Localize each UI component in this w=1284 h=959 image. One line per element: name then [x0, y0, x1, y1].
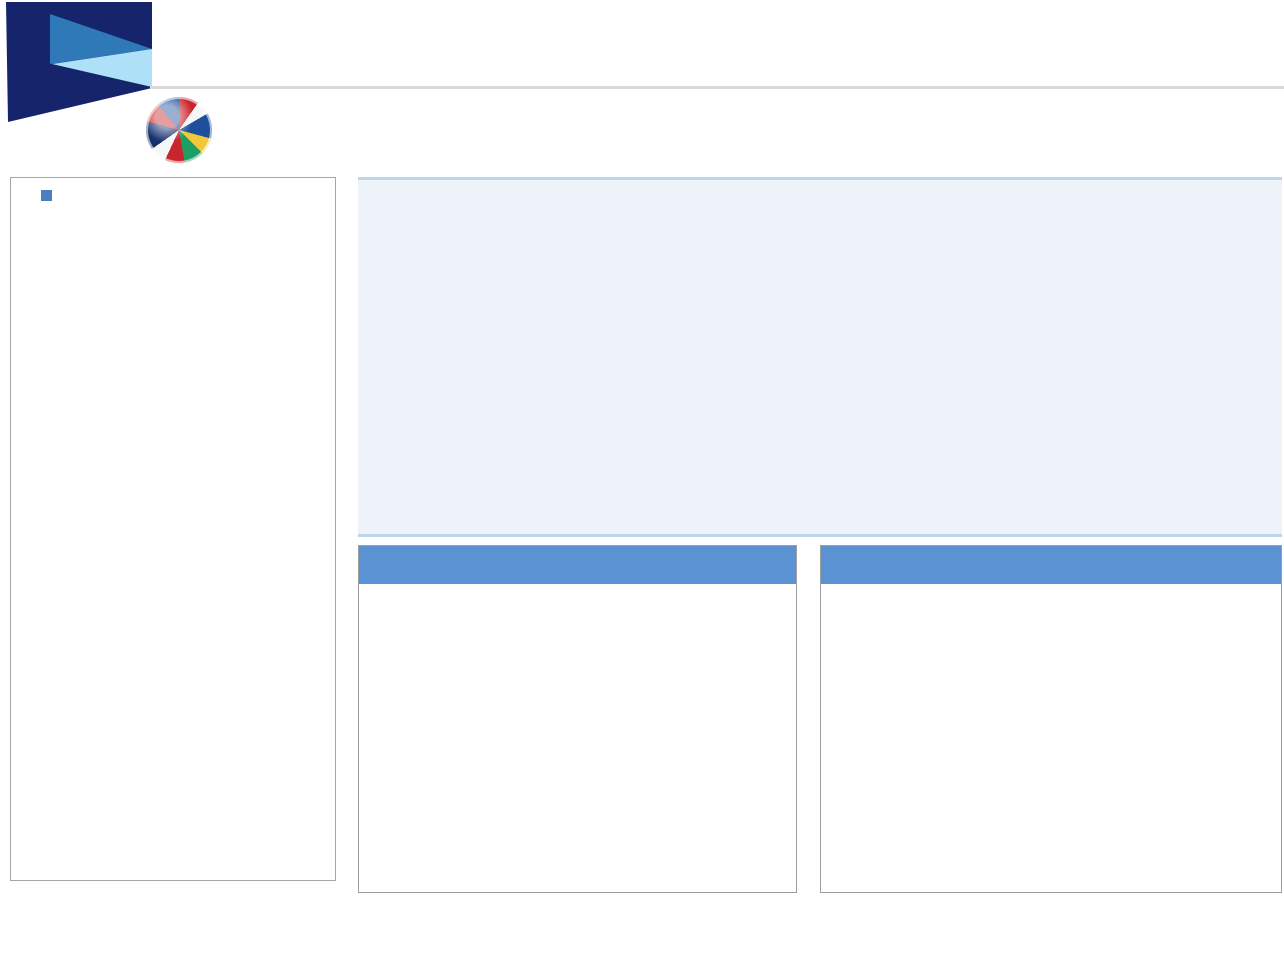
- euro-yen-chart-title: [821, 546, 1281, 584]
- header-divider: [150, 86, 1284, 89]
- legend-swatch-icon: [41, 190, 52, 201]
- weekly-change-panel: [10, 177, 336, 881]
- us-rates-dollar-panel: [358, 545, 797, 893]
- us-chart-title: [359, 546, 796, 584]
- corner-ribbon-graphic: [6, 2, 152, 122]
- euro-yen-panel: [820, 545, 1282, 893]
- commentary-block: [358, 177, 1282, 537]
- globe-flags-icon: [146, 97, 212, 163]
- bar-legend: [41, 188, 58, 206]
- bar-chart: [11, 178, 335, 880]
- euro-yen-chart: [821, 584, 1281, 890]
- us-rates-dollar-chart: [359, 584, 796, 890]
